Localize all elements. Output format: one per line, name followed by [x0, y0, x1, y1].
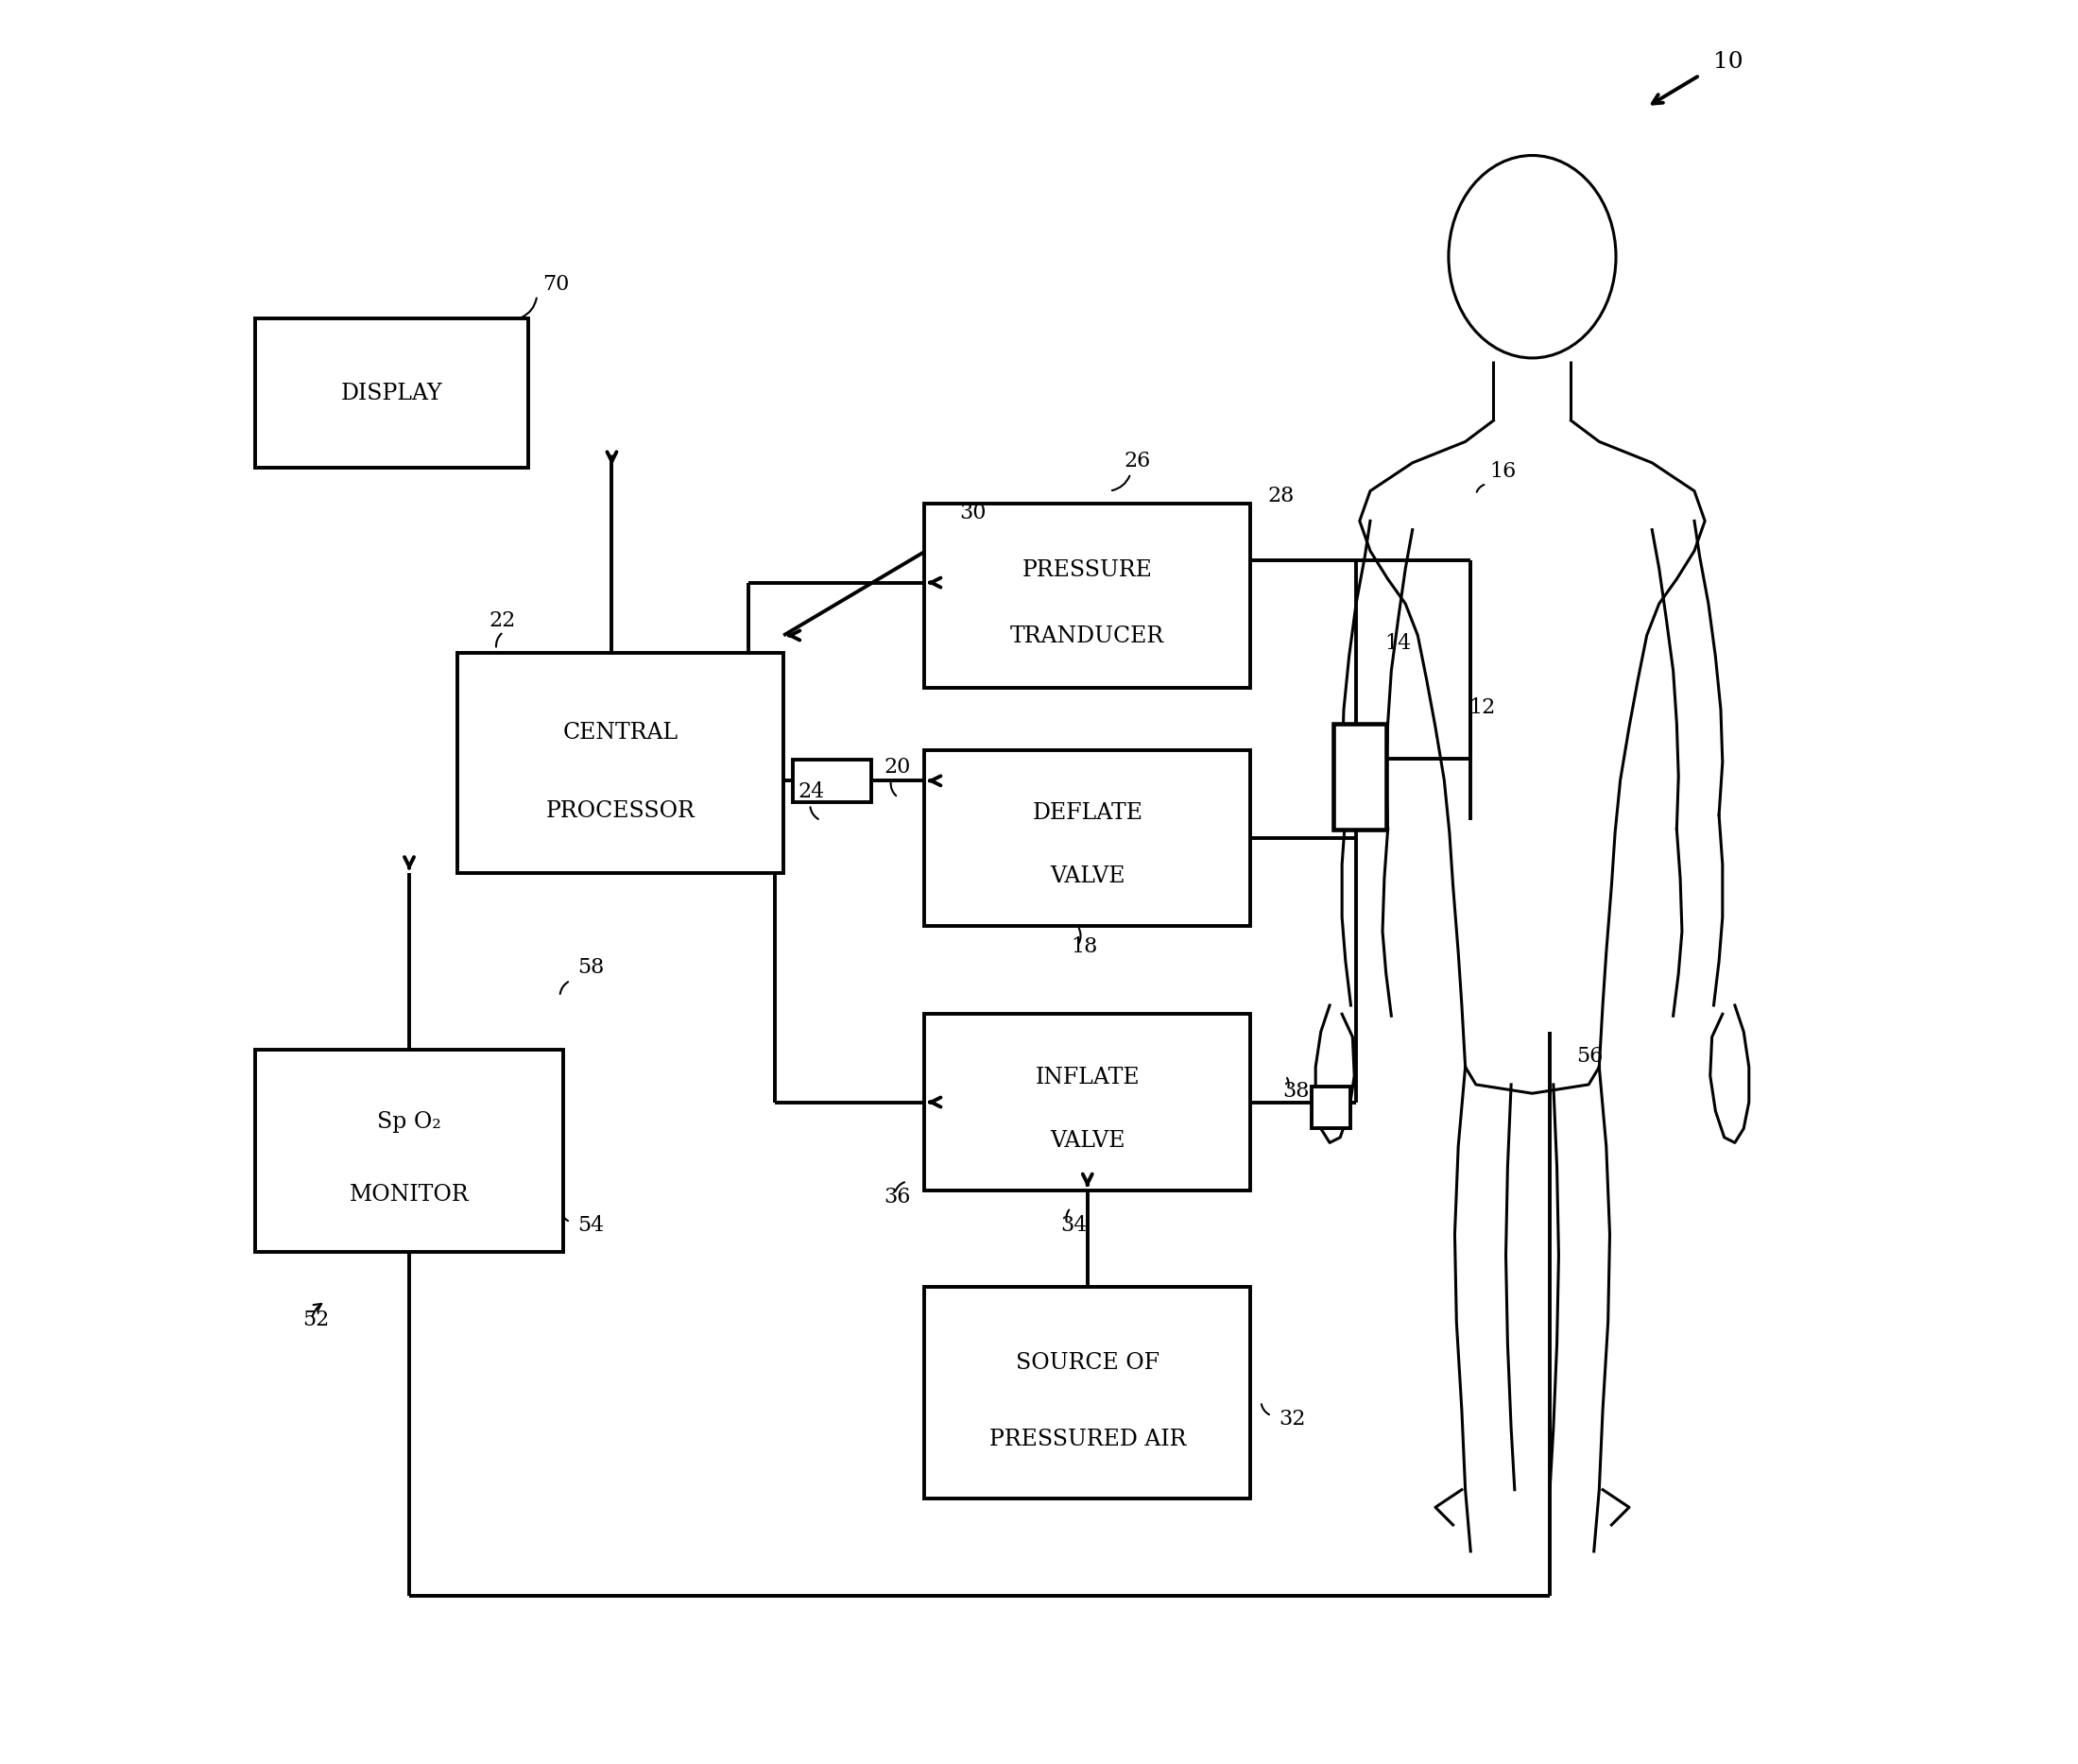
Text: DEFLATE: DEFLATE [1033, 803, 1143, 824]
Text: 38: 38 [1282, 1081, 1309, 1101]
Text: 24: 24 [798, 781, 825, 803]
Bar [1311, 1087, 1351, 1129]
Bar [925, 750, 1251, 926]
Bar [256, 318, 528, 467]
Bar [1334, 723, 1386, 829]
Bar [256, 1050, 563, 1252]
Bar [457, 653, 783, 873]
Text: MONITOR: MONITOR [349, 1184, 470, 1207]
Text: 32: 32 [1278, 1408, 1305, 1429]
Text: CENTRAL: CENTRAL [563, 721, 677, 743]
Text: PRESSURED AIR: PRESSURED AIR [989, 1429, 1187, 1450]
Text: 30: 30 [960, 503, 987, 524]
Text: PROCESSOR: PROCESSOR [547, 801, 696, 822]
Text: 56: 56 [1577, 1046, 1602, 1067]
Text: 54: 54 [578, 1215, 605, 1235]
Text: 14: 14 [1384, 633, 1411, 654]
Text: 26: 26 [1124, 450, 1151, 471]
Bar [925, 503, 1251, 688]
Bar [925, 1014, 1251, 1191]
Text: DISPLAY: DISPLAY [341, 383, 443, 404]
Text: VALVE: VALVE [1049, 1131, 1124, 1152]
Text: 12: 12 [1469, 697, 1496, 718]
Text: 58: 58 [578, 958, 605, 979]
Text: 22: 22 [488, 610, 515, 632]
Text: 34: 34 [1060, 1215, 1087, 1235]
Text: 36: 36 [883, 1187, 910, 1207]
Text: VALVE: VALVE [1049, 866, 1124, 887]
Text: INFLATE: INFLATE [1035, 1067, 1139, 1088]
Text: 70: 70 [542, 273, 569, 295]
Text: TRANDUCER: TRANDUCER [1010, 626, 1164, 647]
Text: 16: 16 [1490, 460, 1517, 482]
Bar [792, 760, 871, 803]
Text: SOURCE OF: SOURCE OF [1016, 1353, 1160, 1374]
Text: 20: 20 [883, 757, 910, 778]
Text: 52: 52 [303, 1311, 328, 1330]
Text: Sp O₂: Sp O₂ [376, 1111, 441, 1132]
Text: PRESSURE: PRESSURE [1022, 559, 1153, 580]
Text: 10: 10 [1714, 51, 1743, 72]
Text: 18: 18 [1070, 937, 1097, 958]
Bar [925, 1288, 1251, 1498]
Text: 28: 28 [1268, 485, 1295, 506]
